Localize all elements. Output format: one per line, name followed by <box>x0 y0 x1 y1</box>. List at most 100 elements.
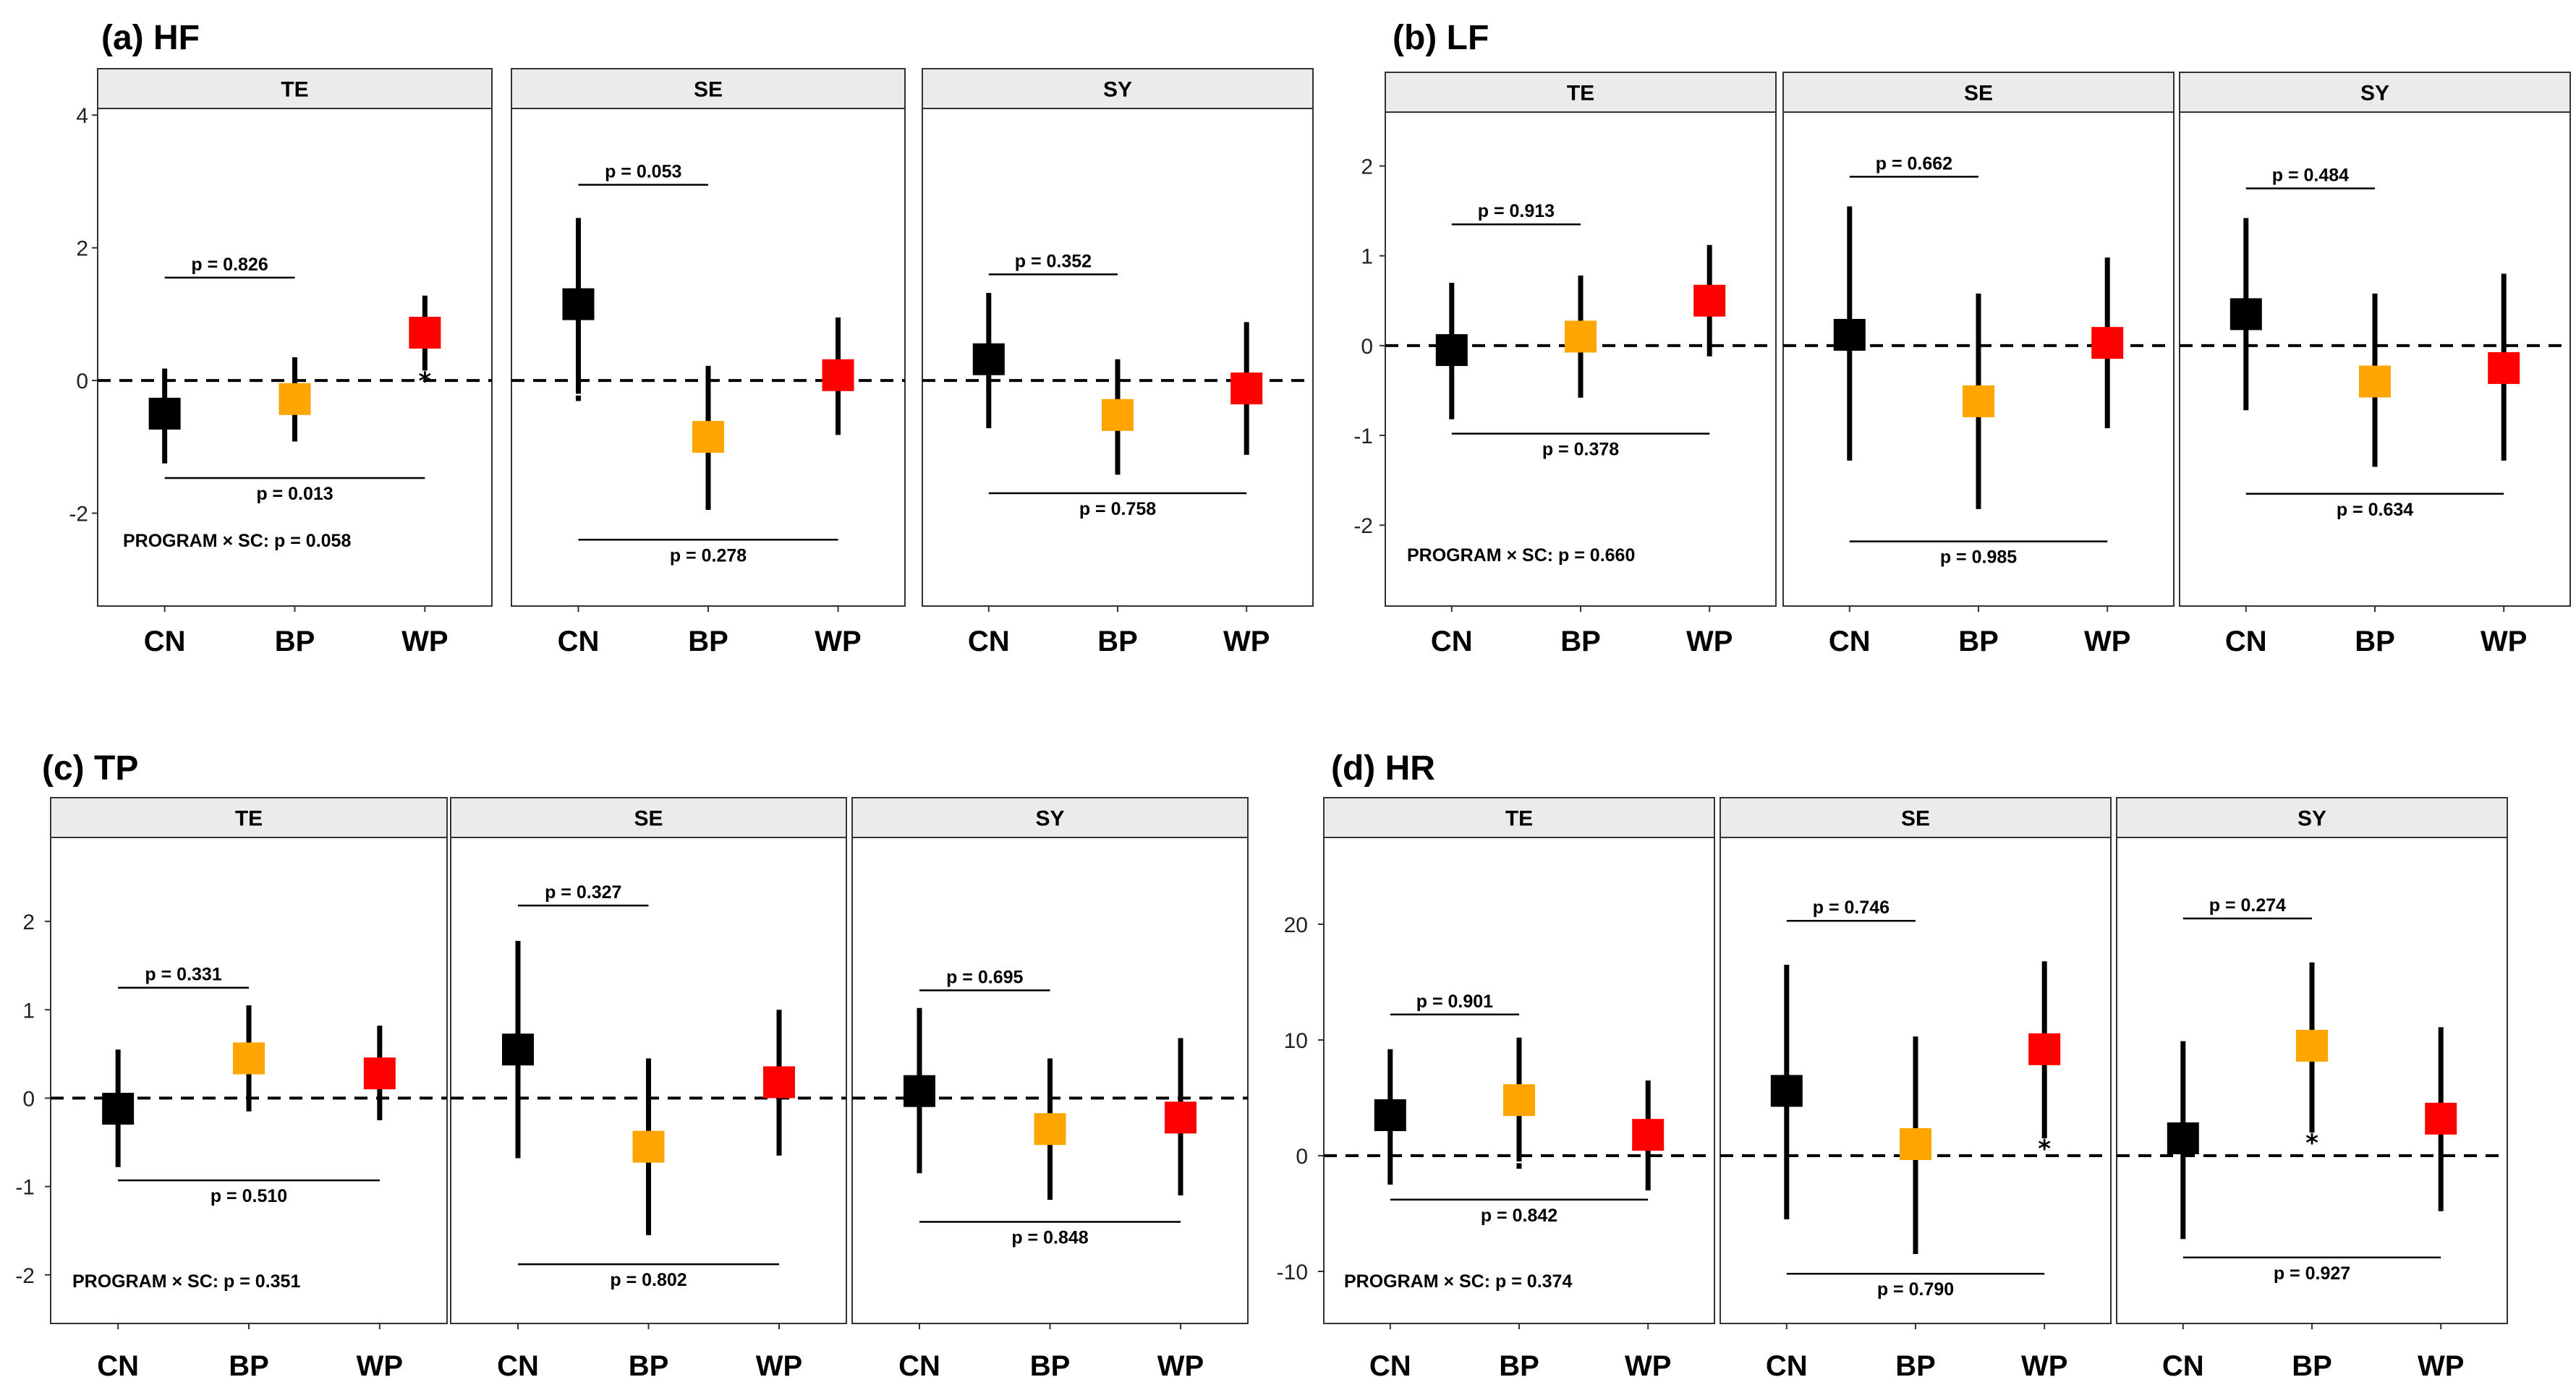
x-category-label: WP <box>1157 1350 1204 1382</box>
y-tick-label: -10 <box>1277 1261 1308 1284</box>
mean-marker-bp <box>1503 1084 1535 1117</box>
top-bracket-pvalue: p = 0.901 <box>1416 992 1493 1012</box>
x-category-label: WP <box>357 1350 403 1382</box>
mean-marker-bp <box>2359 365 2391 398</box>
x-category-label: WP <box>2084 626 2130 657</box>
x-category-label: CN <box>1829 626 1871 657</box>
x-category-label: WP <box>1686 626 1733 657</box>
mean-marker-cn <box>501 1033 534 1066</box>
x-category-label: WP <box>1625 1350 1671 1382</box>
mean-marker-wp <box>2425 1102 2457 1135</box>
interaction-pvalue: PROGRAM × SC: p = 0.660 <box>1407 545 1635 566</box>
x-category-label: WP <box>756 1350 802 1382</box>
significance-marker-bp: * <box>2305 1129 2318 1158</box>
bottom-bracket-pvalue: p = 0.842 <box>1481 1206 1557 1226</box>
top-bracket-pvalue: p = 0.053 <box>605 161 681 182</box>
x-category-label: BP <box>1499 1350 1539 1382</box>
strip-title: TE <box>1567 82 1594 106</box>
x-category-label: BP <box>1097 626 1138 657</box>
y-tick-label: -1 <box>1353 425 1373 448</box>
y-tick-label: 1 <box>22 999 35 1023</box>
mean-marker-wp <box>2091 327 2124 359</box>
y-tick-label: 0 <box>1361 335 1373 359</box>
x-category-label: WP <box>401 626 448 657</box>
panel-sy: SY p = 0.352 p = 0.758 CN BP WP <box>922 68 1314 657</box>
mean-marker-wp <box>1165 1101 1197 1134</box>
x-category-label: BP <box>229 1350 269 1382</box>
x-category-label: BP <box>1560 626 1601 657</box>
mean-marker-bp <box>1963 385 1994 417</box>
top-bracket-pvalue: p = 0.327 <box>545 882 621 903</box>
x-category-label: CN <box>144 626 186 657</box>
bottom-bracket-pvalue: p = 0.985 <box>1940 547 2017 568</box>
y-tick-label: 0 <box>22 1087 35 1111</box>
x-category-label: CN <box>497 1350 539 1382</box>
x-category-label: WP <box>2021 1350 2067 1382</box>
mean-marker-wp <box>1230 372 1263 405</box>
strip-title: SY <box>2360 82 2389 106</box>
figure-3: (c) TP -2 -1 0 1 2 TE p = 0.331 p = 0.510 PROGRAM… <box>15 749 1249 1382</box>
mean-marker-wp <box>2488 351 2520 384</box>
strip-header <box>97 68 493 109</box>
mean-marker-bp <box>1565 320 1597 353</box>
x-category-label: BP <box>688 626 728 657</box>
figure-label: (b) LF <box>1393 19 1489 57</box>
panel-sy: SY p = 0.695 p = 0.848 CN BP WP <box>851 797 1249 1382</box>
y-tick-label: 1 <box>1361 245 1373 269</box>
panel-se: SE p = 0.053 p = 0.278 · CN BP WP <box>511 68 906 657</box>
mean-marker-cn <box>2167 1122 2199 1154</box>
mean-marker-bp <box>1900 1128 1931 1160</box>
interaction-pvalue: PROGRAM × SC: p = 0.351 <box>72 1271 300 1292</box>
y-tick-label: 2 <box>22 911 35 934</box>
figure-4: (d) HR -10 0 10 20 TE p = 0.901 p = 0.842 PROGRA… <box>1277 749 2508 1382</box>
x-category-label: WP <box>1223 626 1270 657</box>
x-category-label: BP <box>2355 626 2395 657</box>
strip-title: SE <box>1964 82 1993 106</box>
y-tick-label: -2 <box>69 503 88 526</box>
bottom-bracket-pvalue: p = 0.758 <box>1079 499 1156 519</box>
x-category-label: WP <box>2481 626 2527 657</box>
strip-header <box>2179 72 2571 113</box>
mean-marker-wp <box>1693 284 1726 317</box>
bottom-bracket-pvalue: p = 0.634 <box>2337 500 2413 520</box>
top-bracket-pvalue: p = 0.331 <box>145 965 221 985</box>
mean-marker-cn <box>972 343 1005 375</box>
top-bracket-pvalue: p = 0.913 <box>1478 201 1555 221</box>
x-category-label: BP <box>1895 1350 1936 1382</box>
x-category-label: CN <box>558 626 600 657</box>
strip-title: TE <box>1505 807 1533 831</box>
strip-header <box>1720 797 2112 838</box>
mean-marker-cn <box>2229 298 2262 331</box>
x-category-label: CN <box>1766 1350 1808 1382</box>
y-tick-label: -2 <box>15 1264 35 1288</box>
top-bracket-pvalue: p = 0.826 <box>191 255 268 275</box>
strip-header <box>1323 797 1715 838</box>
y-tick-label: -1 <box>15 1176 35 1200</box>
mean-marker-bp <box>1034 1113 1066 1146</box>
y-tick-label: 2 <box>1361 155 1373 179</box>
x-category-label: BP <box>1030 1350 1071 1382</box>
figure-2: (b) LF -2 -1 0 1 2 TE p = 0.913 p = 0.378 PROGRAM… <box>1353 19 2571 657</box>
strip-title: SE <box>694 78 723 102</box>
significance-marker-wp: * <box>2038 1135 2051 1164</box>
strip-header <box>2116 797 2508 838</box>
x-category-label: CN <box>2225 626 2267 657</box>
x-category-label: WP <box>2418 1350 2464 1382</box>
bottom-bracket-pvalue: p = 0.510 <box>211 1186 287 1206</box>
strip-title: SE <box>634 807 663 831</box>
panel-sy: SY p = 0.274 p = 0.927 CN * BP WP <box>2116 797 2508 1382</box>
x-category-label: CN <box>968 626 1010 657</box>
interaction-pvalue: PROGRAM × SC: p = 0.374 <box>1344 1271 1572 1292</box>
top-bracket-pvalue: p = 0.274 <box>2209 895 2286 916</box>
mean-marker-bp <box>1102 398 1134 431</box>
x-category-label: BP <box>2292 1350 2332 1382</box>
mean-marker-wp <box>2028 1033 2061 1065</box>
mean-marker-cn <box>1833 318 1866 351</box>
top-bracket-pvalue: p = 0.695 <box>946 967 1023 987</box>
x-category-label: WP <box>815 626 861 657</box>
strip-header <box>1385 72 1777 113</box>
bottom-bracket-pvalue: p = 0.278 <box>670 545 747 566</box>
top-bracket-pvalue: p = 0.662 <box>1876 153 1952 174</box>
significance-marker-cn: · <box>573 382 584 415</box>
plot-frame <box>511 108 906 607</box>
